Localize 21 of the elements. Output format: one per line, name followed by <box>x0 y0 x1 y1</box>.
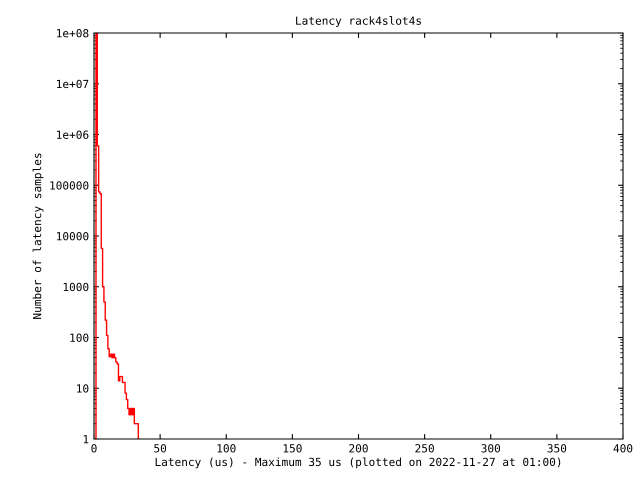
x-axis-title: Latency (us) - Maximum 35 us (plotted on 2022-11-27 at 01:00) <box>156 457 560 468</box>
x-tick-label: 150 <box>284 444 302 453</box>
x-tick-label: 250 <box>415 444 434 453</box>
y-axis-title: Number of latency samples <box>32 153 44 319</box>
y-tick-label: 1e+06 <box>57 130 88 139</box>
y-tick-label: 1000 <box>64 282 88 292</box>
y-tick-label: 1 <box>84 435 88 444</box>
y-tick-label: 10000 <box>57 232 88 240</box>
x-tick-label: 100 <box>218 444 236 453</box>
y-tick-label: 100000 <box>50 181 88 190</box>
y-tick-label: 100 <box>70 334 88 342</box>
x-tick-label: 300 <box>481 444 500 453</box>
x-tick-label: 0 <box>91 444 97 453</box>
y-tick-label: 1e+08 <box>57 29 88 38</box>
y-tick-label: 1e+07 <box>57 80 88 88</box>
y-tick-label: 10 <box>77 384 88 393</box>
chart-title: Latency rack4slot4s <box>296 16 421 27</box>
x-tick-label: 200 <box>349 444 368 453</box>
x-tick-label: 400 <box>614 444 632 453</box>
x-tick-label: 50 <box>154 444 166 453</box>
x-tick-label: 350 <box>548 444 566 453</box>
